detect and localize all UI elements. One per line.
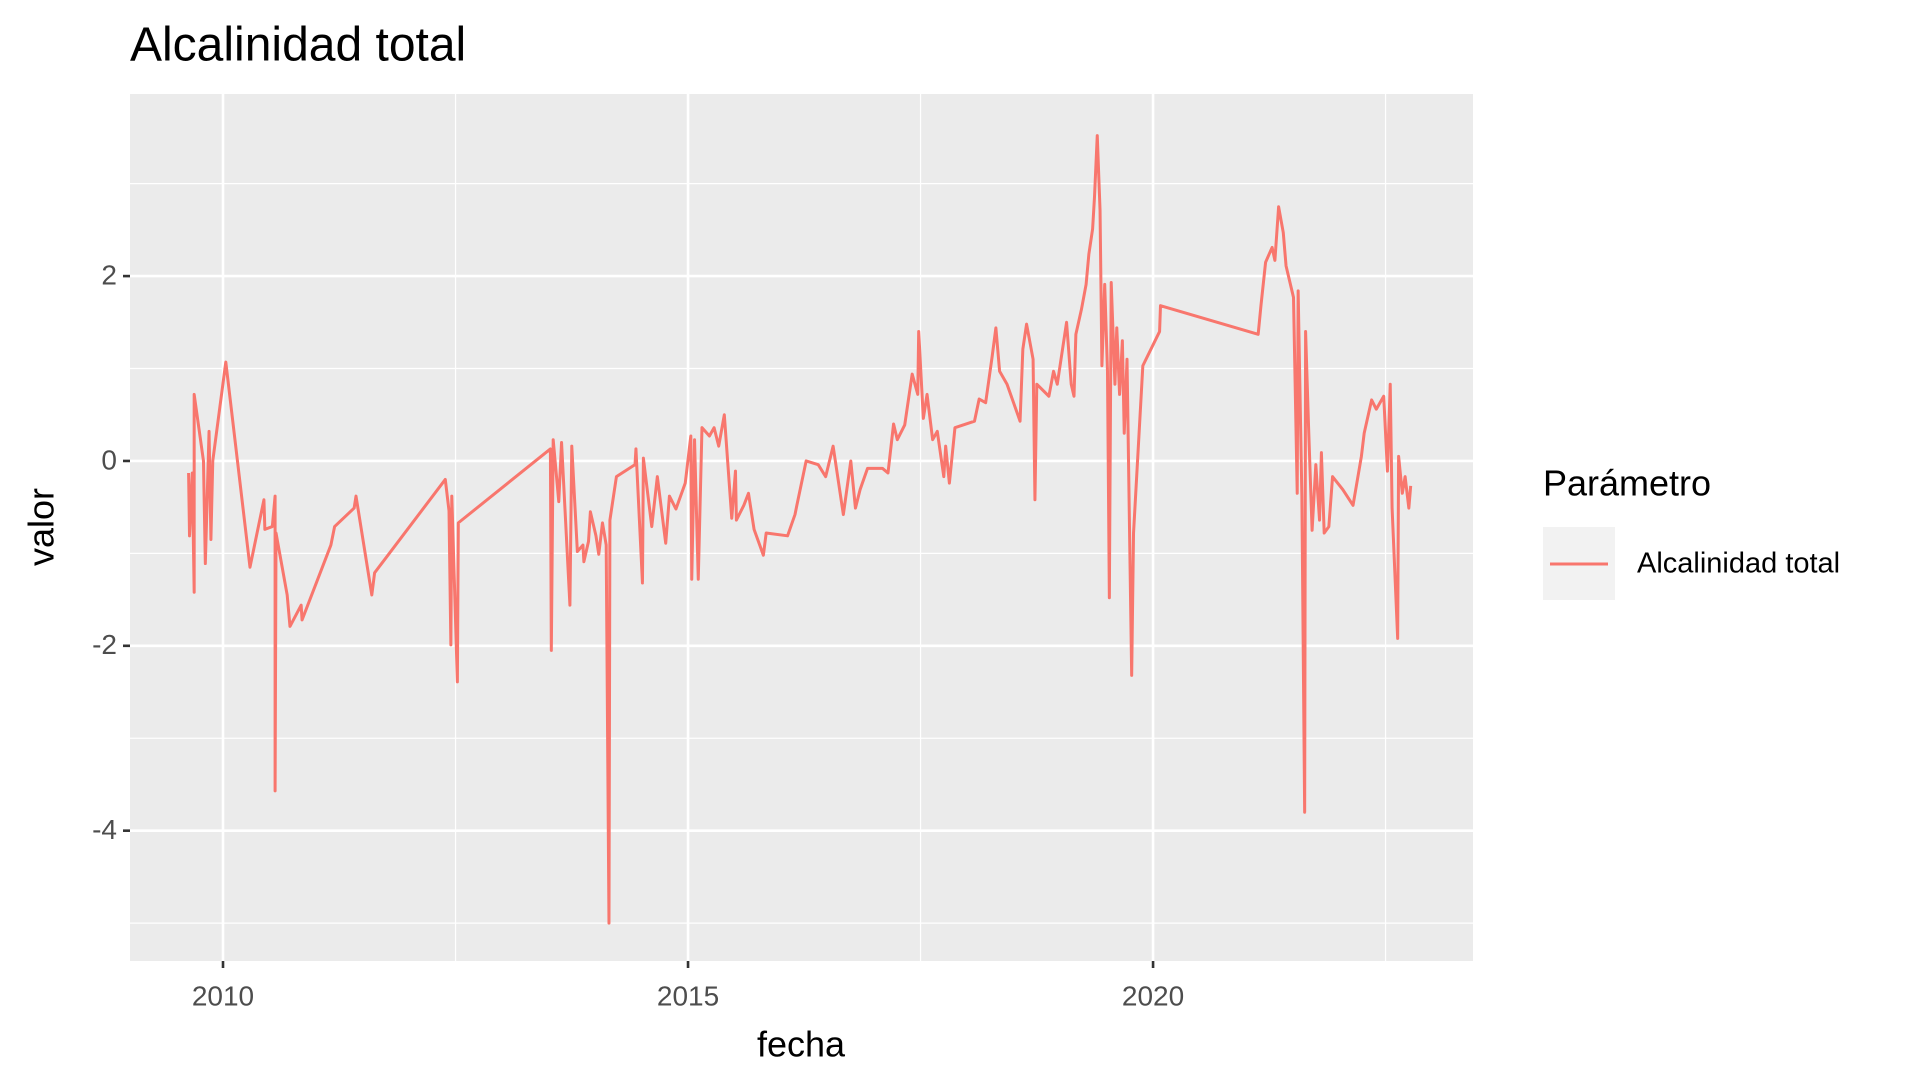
y-tick-label: 0	[101, 444, 117, 475]
x-tick-label: 2015	[657, 980, 719, 1011]
legend-title: Parámetro	[1543, 463, 1711, 504]
data-line	[187, 134, 1413, 925]
x-tick-label: 2020	[1122, 980, 1184, 1011]
y-tick-label: -2	[92, 629, 117, 660]
x-tick-label: 2010	[192, 980, 254, 1011]
legend-label: Alcalinidad total	[1637, 548, 1840, 580]
chart-title: Alcalinidad total	[130, 19, 466, 72]
grid	[130, 94, 1473, 961]
y-tick-label: 2	[101, 259, 117, 290]
y-axis-title: valor	[21, 488, 62, 566]
plot	[187, 134, 1413, 925]
panel	[130, 94, 1473, 961]
y-tick-label: -4	[92, 814, 117, 845]
x-axis-title: fecha	[757, 1024, 846, 1065]
